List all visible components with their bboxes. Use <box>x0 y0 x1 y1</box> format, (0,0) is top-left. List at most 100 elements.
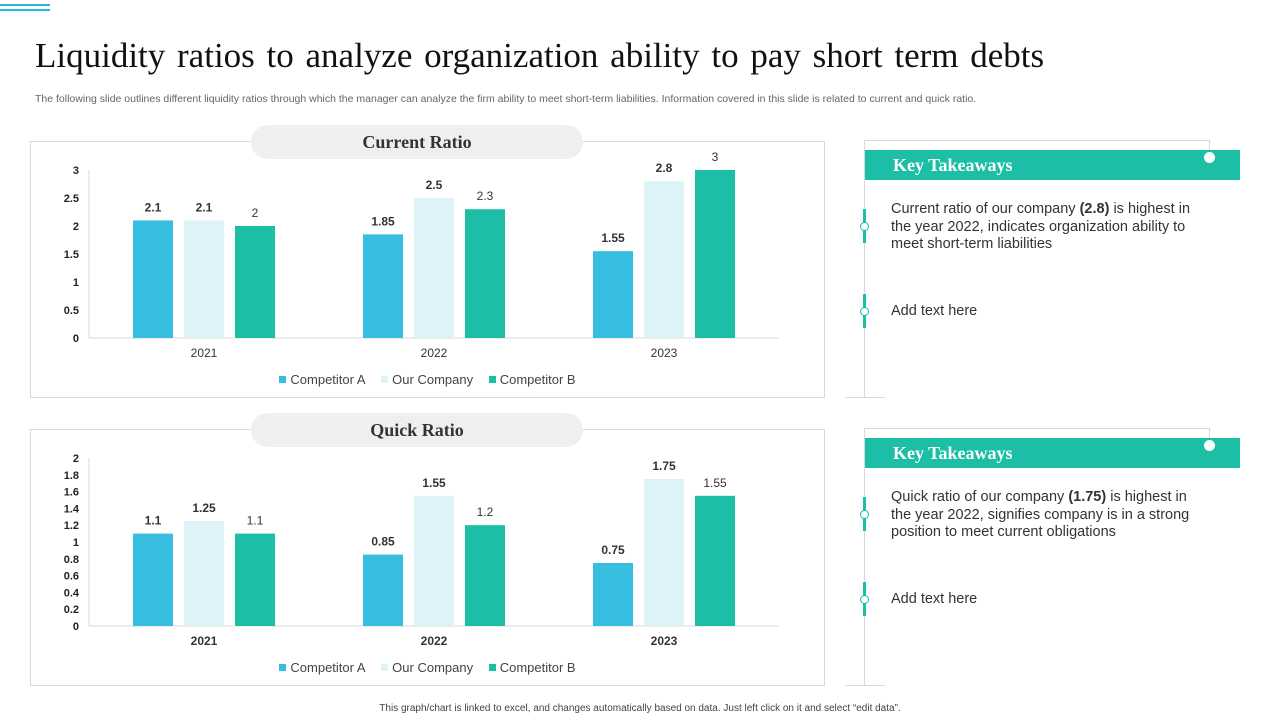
bar-competitor-a <box>133 220 173 338</box>
divider <box>845 397 885 398</box>
legend-swatch <box>381 376 389 383</box>
legend-label: Competitor B <box>499 372 576 387</box>
y-tick-label: 0.4 <box>64 587 80 599</box>
y-tick-label: 0 <box>73 621 79 633</box>
y-tick-label: 2 <box>73 221 79 233</box>
legend-label: Our Company <box>392 372 474 387</box>
bar-our-company <box>414 495 454 626</box>
bar-competitor-a <box>363 554 403 626</box>
current-ratio-legend: Competitor A Our Company Competitor B <box>31 372 824 387</box>
quick-ratio-title: Quick Ratio <box>251 413 583 447</box>
quick-ratio-legend: Competitor A Our Company Competitor B <box>31 660 824 675</box>
top-accent-lines <box>0 4 50 14</box>
bar-competitor-b <box>695 495 735 626</box>
key-takeaways-header: Key Takeaways <box>865 438 1240 468</box>
current-ratio-title: Current Ratio <box>251 125 583 159</box>
x-tick-label: 2022 <box>421 346 448 360</box>
legend-swatch <box>279 376 287 383</box>
x-tick-label: 2023 <box>651 634 678 648</box>
footer-note: This graph/chart is linked to excel, and… <box>379 703 901 714</box>
quick-ratio-chart-panel[interactable]: 0 0.2 0.4 0.6 0.8 1 1.2 1.4 1.6 1.8 2 1.1 1.25 1.1 202… <box>30 413 825 686</box>
data-label: 2.3 <box>477 189 494 203</box>
current-ratio-chart-panel[interactable]: 0 0.5 1 1.5 2 2.5 3 2.1 2.1 2 2021 1.85 2.5 2.3 2022 1.… <box>30 125 825 398</box>
header-dot-icon <box>1204 152 1215 163</box>
legend-item-our-company: Our Company <box>381 660 473 675</box>
bar-competitor-a <box>593 563 633 626</box>
data-label: 1.25 <box>192 501 216 515</box>
data-label: 1.2 <box>477 505 494 519</box>
key-takeaways-header: Key Takeaways <box>865 150 1240 180</box>
legend-item-competitor-a: Competitor A <box>279 660 366 675</box>
y-tick-label: 1.5 <box>64 249 79 261</box>
y-tick-label: 1 <box>73 537 79 549</box>
bar-our-company <box>184 220 224 338</box>
divider <box>1209 140 1210 150</box>
y-tick-label: 2 <box>73 453 79 465</box>
page-subtitle: The following slide outlines different l… <box>35 93 977 105</box>
x-tick-label: 2022 <box>421 634 448 648</box>
bar-competitor-b <box>695 170 735 338</box>
timeline-node-icon <box>860 595 869 604</box>
x-tick-label: 2023 <box>651 346 678 360</box>
legend-label: Competitor A <box>290 660 366 675</box>
data-label: 3 <box>712 150 719 164</box>
timeline-line <box>864 428 865 686</box>
key-takeaways-panel-current: Key Takeaways Current ratio of our compa… <box>845 140 1240 398</box>
data-label: 1.55 <box>703 476 727 490</box>
y-tick-label: 0.8 <box>64 554 79 566</box>
data-label: 2 <box>252 206 259 220</box>
y-tick-label: 0.2 <box>64 604 79 616</box>
bar-competitor-b <box>465 209 505 338</box>
timeline-node-icon <box>860 222 869 231</box>
timeline-node-icon <box>860 307 869 316</box>
current-ratio-chart: 0 0.5 1 1.5 2 2.5 3 2.1 2.1 2 2021 1.85 2.5 2.3 2022 1.… <box>64 150 779 360</box>
takeaway-suffix: is highest in the year 2022, signifies c… <box>891 489 1190 540</box>
divider <box>864 428 1209 429</box>
data-label: 0.75 <box>601 543 625 557</box>
page-title: Liquidity ratios to analyze organization… <box>35 36 1045 75</box>
add-text-placeholder[interactable]: Add text here <box>891 591 978 607</box>
add-text-placeholder[interactable]: Add text here <box>891 303 978 319</box>
header-dot-icon <box>1204 440 1215 451</box>
bar-competitor-a <box>133 533 173 626</box>
legend-swatch <box>488 664 496 671</box>
bar-competitor-b <box>235 226 275 338</box>
data-label: 1.1 <box>145 514 162 528</box>
bar-competitor-a <box>363 234 403 338</box>
y-tick-label: 0 <box>73 333 79 345</box>
legend-swatch <box>279 664 287 671</box>
data-label: 1.75 <box>652 459 676 473</box>
divider <box>845 685 885 686</box>
divider <box>1209 428 1210 438</box>
data-label: 2.1 <box>196 200 213 214</box>
key-takeaways-panel-quick: Key Takeaways Quick ratio of our company… <box>845 428 1240 686</box>
timeline-node-icon <box>860 510 869 519</box>
y-tick-label: 1.6 <box>64 487 79 499</box>
y-tick-label: 3 <box>73 165 79 177</box>
data-label: 1.55 <box>422 476 446 490</box>
legend-item-competitor-b: Competitor B <box>488 660 576 675</box>
takeaway-text: Quick ratio of our company (1.75) is hig… <box>891 489 1201 542</box>
data-label: 0.85 <box>371 535 395 549</box>
bar-our-company <box>644 479 684 626</box>
bar-our-company <box>644 181 684 338</box>
takeaway-prefix: Quick ratio of our company <box>891 489 1069 505</box>
legend-item-our-company: Our Company <box>381 372 473 387</box>
y-tick-label: 0.5 <box>64 305 79 317</box>
legend-item-competitor-a: Competitor A <box>279 372 366 387</box>
x-tick-label: 2021 <box>191 634 218 648</box>
legend-label: Our Company <box>392 660 474 675</box>
y-tick-label: 1.2 <box>64 520 79 532</box>
takeaway-text: Current ratio of our company (2.8) is hi… <box>891 201 1201 254</box>
data-label: 1.85 <box>371 214 395 228</box>
bar-our-company <box>184 521 224 626</box>
legend-swatch <box>381 664 389 671</box>
takeaway-value: (2.8) <box>1079 201 1110 217</box>
data-label: 1.55 <box>601 231 625 245</box>
y-tick-label: 1.8 <box>64 470 79 482</box>
x-tick-label: 2021 <box>191 346 218 360</box>
takeaway-suffix: is highest in the year 2022, indicates o… <box>891 201 1191 252</box>
y-tick-label: 2.5 <box>64 193 79 205</box>
bar-competitor-b <box>465 525 505 626</box>
takeaway-prefix: Current ratio of our company <box>891 201 1080 217</box>
